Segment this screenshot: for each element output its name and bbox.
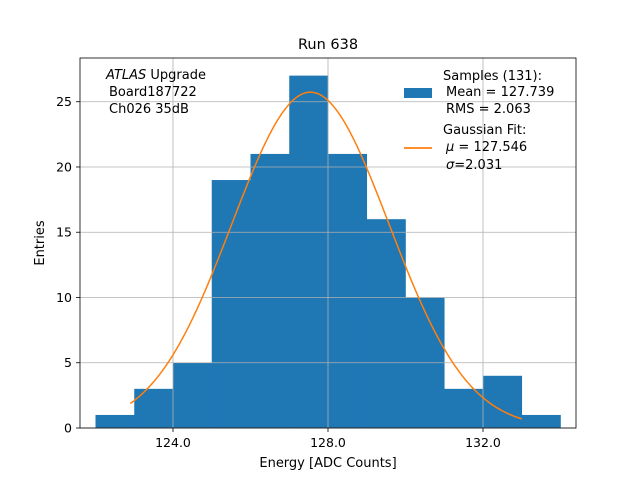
histogram-bar — [173, 362, 213, 428]
x-tick-label: 132.0 — [465, 435, 501, 450]
y-tick-label: 20 — [56, 159, 72, 174]
legend-fit-line-3: σ=2.031 — [446, 158, 502, 173]
legend-sigma-symbol: σ — [446, 158, 455, 173]
histogram-bar — [444, 388, 484, 428]
annotation-line-2: Board187722 — [109, 85, 197, 100]
legend-histogram-line-3: RMS = 2.063 — [446, 102, 531, 117]
legend-fit-line-1: Gaussian Fit: — [443, 123, 526, 138]
histogram-bars — [95, 75, 561, 429]
legend-histogram-line-1: Samples (131): — [443, 69, 542, 84]
histogram-bar — [95, 414, 135, 428]
legend-mu-value: = 127.546 — [454, 140, 527, 155]
legend-mu-symbol: μ — [445, 140, 454, 155]
grid-lines — [80, 58, 576, 429]
histogram-bar — [328, 153, 368, 429]
histogram-bar — [289, 75, 329, 428]
annotation-line-1: ATLAS Upgrade — [105, 68, 206, 83]
annotation-line-3: Ch026 35dB — [109, 102, 189, 117]
histogram-bar — [366, 219, 406, 428]
atlas-label: ATLAS — [105, 68, 146, 83]
legend-histogram-swatch — [404, 88, 432, 98]
x-tick-label: 124.0 — [155, 435, 191, 450]
y-axis-label: Entries — [33, 220, 48, 266]
x-axis-label: Energy [ADC Counts] — [259, 456, 396, 471]
y-tick-label: 0 — [64, 421, 72, 436]
y-tick-label: 10 — [56, 290, 72, 305]
atlas-annotation: ATLAS Upgrade Board187722 Ch026 35dB — [105, 68, 206, 117]
legend-fit-line-2: μ = 127.546 — [445, 140, 527, 155]
plot-area: 124.0 128.0 132.0 0 5 10 15 20 25 — [56, 57, 577, 450]
y-axis-ticks: 0 5 10 15 20 25 — [56, 94, 80, 436]
chart-title: Run 638 — [298, 37, 358, 53]
y-tick-label: 25 — [56, 94, 72, 109]
histogram-bar — [211, 180, 251, 428]
legend-histogram-line-2: Mean = 127.739 — [446, 85, 554, 100]
y-tick-label: 5 — [64, 355, 72, 370]
gaussian-fit-curve — [129, 91, 522, 420]
y-tick-label: 15 — [56, 225, 72, 240]
histogram-bar — [250, 153, 290, 429]
legend-sigma-value: =2.031 — [454, 158, 502, 173]
x-tick-label: 128.0 — [310, 435, 346, 450]
histogram-bar — [521, 414, 561, 428]
x-axis-ticks: 124.0 128.0 132.0 — [155, 428, 501, 450]
upgrade-label: Upgrade — [146, 68, 206, 83]
legend: Samples (131): Mean = 127.739 RMS = 2.06… — [404, 69, 554, 173]
